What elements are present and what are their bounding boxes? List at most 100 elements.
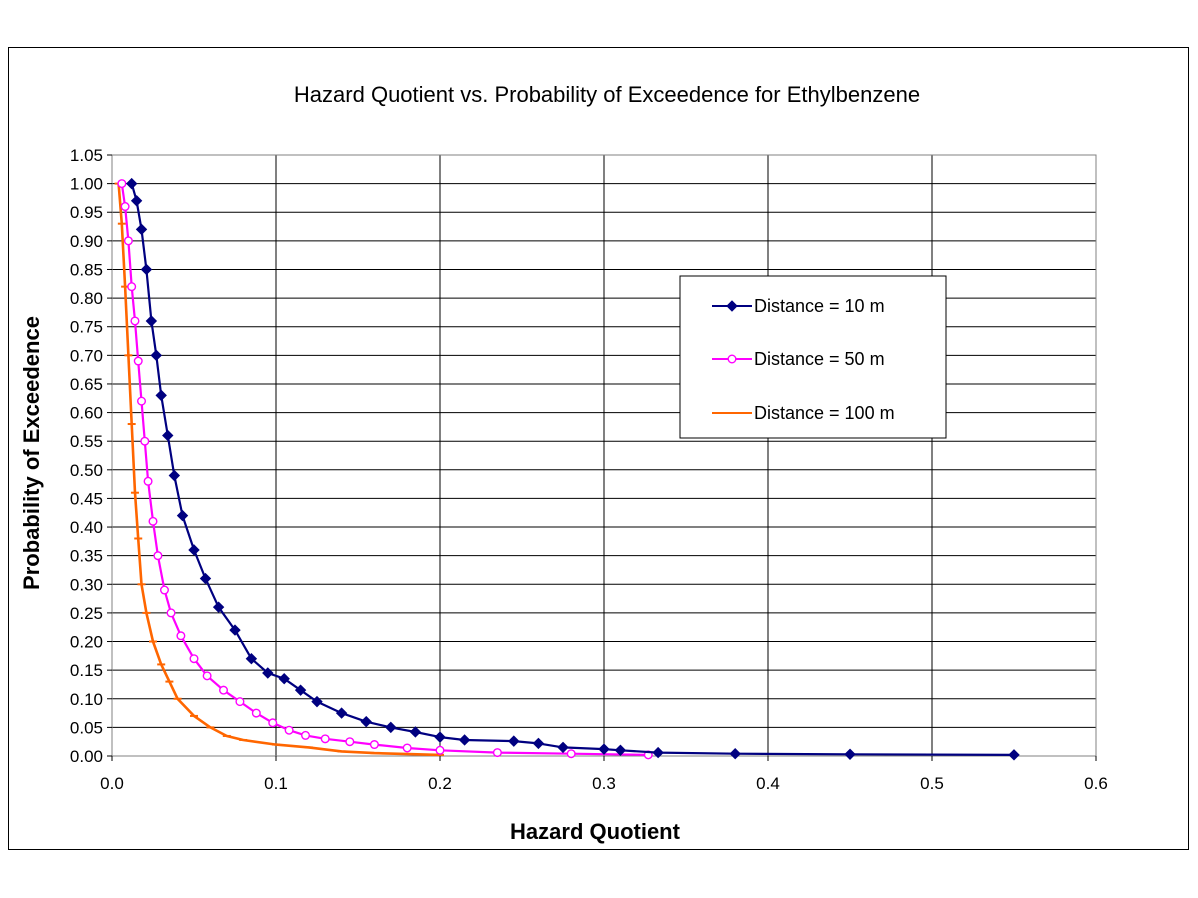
data-point [435, 745, 445, 755]
x-tick-label: 0.1 [264, 774, 288, 793]
data-point [492, 748, 502, 758]
data-point [557, 741, 569, 754]
y-tick-label: 0.10 [70, 690, 103, 709]
data-point [127, 282, 137, 292]
data-point [268, 718, 278, 728]
legend-label: Distance = 50 m [754, 349, 885, 369]
data-point [189, 654, 199, 664]
data-point [159, 585, 169, 595]
legend-box [679, 275, 947, 439]
x-tick-label: 0.5 [920, 774, 944, 793]
x-axis-title: Hazard Quotient [510, 819, 681, 844]
chart-area: Hazard Quotient vs. Probability of Excee… [8, 47, 1189, 850]
data-point [117, 179, 127, 189]
x-tick-label: 0.6 [1084, 774, 1108, 793]
y-tick-label: 0.90 [70, 232, 103, 251]
data-point [508, 735, 520, 747]
data-point [137, 396, 147, 406]
y-tick-label: 0.05 [70, 718, 103, 737]
x-tick-label: 0.4 [756, 774, 780, 793]
data-point [434, 731, 446, 743]
data-point [294, 684, 307, 696]
y-tick-label: 0.95 [70, 203, 103, 222]
data-point [188, 544, 200, 556]
data-point [150, 349, 162, 362]
data-point [145, 315, 158, 327]
data-point [153, 551, 163, 561]
x-tick-label: 0.2 [428, 774, 452, 793]
data-point [245, 652, 258, 665]
data-point [458, 734, 471, 746]
data-point [335, 707, 348, 719]
y-tick-label: 0.70 [70, 346, 103, 365]
data-point [566, 749, 576, 759]
y-tick-label: 1.05 [70, 146, 103, 165]
chart-title: Hazard Quotient vs. Probability of Excee… [294, 82, 920, 107]
y-tick-label: 0.55 [70, 432, 103, 451]
data-point [284, 725, 294, 735]
data-point [120, 202, 130, 212]
y-tick-label: 0.20 [70, 633, 103, 652]
data-point [212, 601, 225, 613]
y-tick-label: 0.75 [70, 318, 103, 337]
data-point [130, 316, 140, 326]
series-3 [114, 182, 444, 757]
y-tick-label: 0.65 [70, 375, 103, 394]
data-point [385, 721, 397, 734]
x-axis-ticks: 0.0 0.1 0.2 0.3 0.4 0.5 0.6 [100, 756, 1108, 793]
series-line [120, 183, 649, 756]
data-point [155, 389, 167, 402]
y-axis-ticks: 0.00 0.05 0.10 0.15 0.20 0.25 0.30 0.35 0.40 0.45… [70, 146, 112, 766]
series-2 [117, 179, 653, 760]
data-point [219, 685, 229, 695]
data-point [844, 748, 856, 760]
y-tick-label: 0.30 [70, 575, 103, 594]
data-point [614, 744, 627, 756]
data-point [130, 195, 143, 207]
data-point [360, 715, 372, 728]
chart-svg: Hazard Quotient vs. Probability of Excee… [19, 82, 1108, 844]
y-tick-label: 0.25 [70, 604, 103, 623]
data-point [301, 730, 311, 740]
data-point [652, 746, 664, 759]
y-tick-label: 0.85 [70, 260, 103, 279]
y-tick-label: 0.00 [70, 747, 103, 766]
y-tick-label: 0.80 [70, 289, 103, 308]
data-point [320, 734, 330, 744]
legend-label: Distance = 10 m [754, 296, 885, 316]
data-point [251, 708, 261, 718]
data-point [598, 743, 610, 755]
data-point [176, 509, 189, 522]
data-point [168, 469, 181, 482]
x-tick-label: 0.3 [592, 774, 616, 793]
series-layer [114, 177, 1020, 761]
data-point [369, 740, 379, 750]
data-point [135, 223, 148, 236]
data-point [140, 436, 150, 446]
legend-marker [727, 354, 737, 364]
data-point [125, 177, 138, 190]
data-point [229, 624, 241, 636]
data-point [143, 476, 153, 486]
legend-marker [726, 300, 738, 312]
legend: Distance = 10 m Distance = 50 m Distance =… [679, 275, 947, 439]
y-tick-label: 0.35 [70, 547, 103, 566]
data-point [148, 516, 158, 526]
data-point [133, 356, 143, 366]
data-point [140, 263, 153, 276]
series-line [130, 183, 1015, 756]
y-tick-label: 0.50 [70, 461, 103, 480]
y-tick-label: 1.00 [70, 175, 103, 194]
data-point [345, 737, 355, 747]
data-point [402, 743, 412, 753]
data-point [532, 737, 545, 750]
legend-label: Distance = 100 m [754, 403, 895, 423]
series-line [117, 183, 441, 757]
data-point [409, 726, 422, 738]
data-point [278, 673, 290, 685]
data-point [199, 572, 212, 585]
y-tick-label: 0.15 [70, 661, 103, 680]
y-tick-label: 0.40 [70, 518, 103, 537]
data-point [1008, 749, 1020, 761]
data-point [729, 748, 741, 760]
